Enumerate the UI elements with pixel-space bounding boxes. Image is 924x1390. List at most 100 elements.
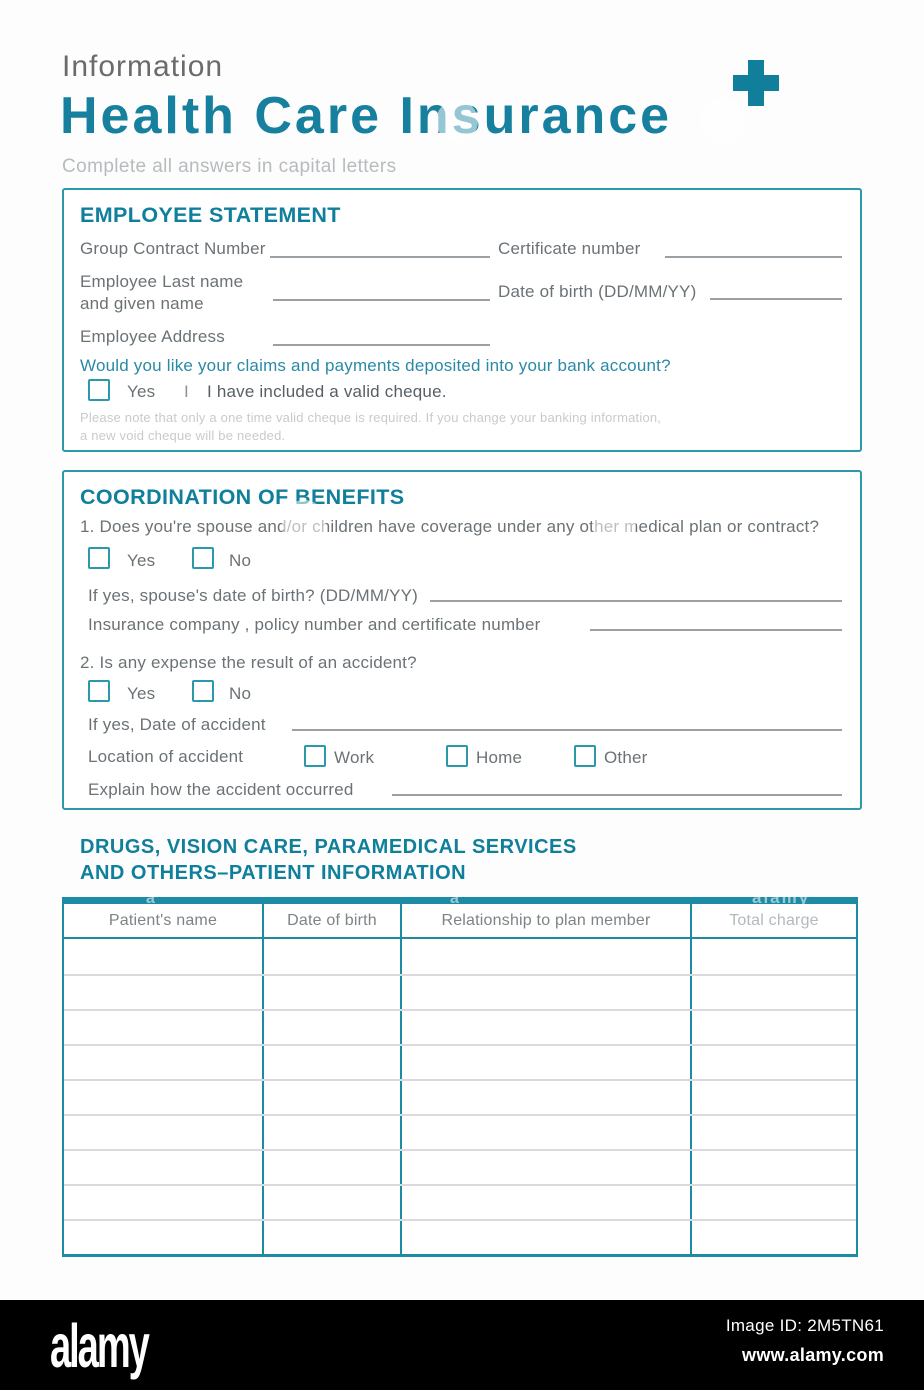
column-header-relationship: Relationship to plan member — [402, 904, 692, 937]
patient-table-cell[interactable] — [692, 1046, 856, 1079]
patient-table-cell[interactable] — [64, 1151, 264, 1184]
group-contract-label: Group Contract Number — [80, 239, 266, 258]
certificate-number-field-line[interactable] — [665, 256, 842, 258]
employee-name-label-line1: Employee Last name — [80, 272, 244, 291]
medical-plus-icon — [733, 60, 779, 106]
patient-table-cell[interactable] — [402, 1186, 692, 1219]
patient-table-cell[interactable] — [264, 1221, 402, 1254]
patient-table-cell[interactable] — [402, 939, 692, 974]
bank-yes-label: Yes — [127, 382, 156, 401]
location-home-label: Home — [476, 748, 523, 767]
patient-table-row — [64, 939, 856, 974]
insurance-company-label: Insurance company , policy number and ce… — [88, 615, 541, 634]
accident-yes-checkbox[interactable] — [88, 680, 110, 702]
patient-table-body — [64, 939, 856, 1254]
coverage-yes-checkbox[interactable] — [88, 547, 110, 569]
bank-yes-checkbox[interactable] — [88, 379, 110, 401]
employee-address-label: Employee Address — [80, 327, 225, 346]
patient-table-cell[interactable] — [64, 1221, 264, 1254]
date-of-birth-label: Date of birth (DD/MM/YY) — [498, 282, 697, 301]
patient-table-row — [64, 1079, 856, 1114]
patient-table-cell[interactable] — [402, 1046, 692, 1079]
valid-cheque-statement: I have included a valid cheque. — [207, 382, 447, 401]
form-eyebrow: Information — [62, 50, 224, 83]
accident-date-label: If yes, Date of accident — [88, 715, 266, 734]
patient-table-cell[interactable] — [692, 1151, 856, 1184]
patient-table-cell[interactable] — [692, 976, 856, 1009]
patient-table-row — [64, 1009, 856, 1044]
patient-table-cell[interactable] — [692, 939, 856, 974]
patient-table-cell[interactable] — [64, 1116, 264, 1149]
column-header-patient-name: Patient's name — [64, 904, 264, 937]
patient-table-cell[interactable] — [402, 1151, 692, 1184]
accident-location-label: Location of accident — [88, 747, 244, 766]
patient-table-cell[interactable] — [264, 1046, 402, 1079]
patient-table-cell[interactable] — [64, 1046, 264, 1079]
patient-table-cell[interactable] — [402, 1081, 692, 1114]
accident-date-field-line[interactable] — [292, 729, 842, 731]
column-header-total-charge: Total charge — [729, 911, 819, 929]
patient-table-cell[interactable] — [264, 1081, 402, 1114]
bank-deposit-question: Would you like your claims and payments … — [80, 356, 671, 375]
patient-table-cell[interactable] — [64, 939, 264, 974]
date-of-birth-field-line[interactable] — [710, 298, 842, 300]
accident-no-label: No — [229, 684, 252, 703]
patient-table-cell[interactable] — [64, 1011, 264, 1044]
patient-table-row — [64, 1149, 856, 1184]
location-work-label: Work — [334, 748, 375, 767]
cheque-note-line2: a new void cheque will be needed. — [80, 428, 286, 443]
patient-information-table: Patient's name Date of birth Relationshi… — [62, 897, 858, 1257]
coverage-yes-label: Yes — [127, 551, 156, 570]
employee-name-field-line[interactable] — [273, 299, 490, 301]
patient-table-cell[interactable] — [692, 1011, 856, 1044]
coverage-no-label: No — [229, 551, 252, 570]
patient-table-cell[interactable] — [64, 976, 264, 1009]
patient-section-heading-line2: AND OTHERS–PATIENT INFORMATION — [80, 862, 467, 884]
explain-accident-label: Explain how the accident occurred — [88, 780, 354, 799]
location-other-checkbox[interactable] — [574, 745, 596, 767]
patient-table-cell[interactable] — [692, 1221, 856, 1254]
form-instructions: Complete all answers in capital letters — [62, 156, 397, 177]
coverage-question: 1. Does you're spouse and/or children ha… — [80, 517, 820, 536]
patient-table-cell[interactable] — [402, 1221, 692, 1254]
patient-table-cell[interactable] — [64, 1186, 264, 1219]
certificate-number-label: Certificate number — [498, 239, 641, 258]
coordination-heading: COORDINATION OF BENEFITS — [80, 485, 405, 509]
patient-table-cell[interactable] — [264, 976, 402, 1009]
patient-table-cell[interactable] — [264, 939, 402, 974]
location-work-checkbox[interactable] — [304, 745, 326, 767]
patient-table-cell[interactable] — [402, 976, 692, 1009]
coverage-no-checkbox[interactable] — [192, 547, 214, 569]
group-contract-field-line[interactable] — [270, 256, 490, 258]
stock-photo-footer: alamy Image ID: 2M5TN61 www.alamy.com — [0, 1300, 924, 1390]
patient-table-row — [64, 1219, 856, 1254]
patient-table-cell[interactable] — [692, 1186, 856, 1219]
alamy-website-link[interactable]: www.alamy.com — [742, 1345, 884, 1365]
patient-table-cell[interactable] — [402, 1116, 692, 1149]
accident-question: 2. Is any expense the result of an accid… — [80, 653, 417, 672]
patient-table-cell[interactable] — [264, 1186, 402, 1219]
form-title: Health Care Insurance — [60, 87, 673, 145]
explain-accident-field-line[interactable] — [392, 794, 842, 796]
patient-table-cell[interactable] — [402, 1011, 692, 1044]
employee-address-field-line[interactable] — [273, 344, 490, 346]
employee-statement-heading: EMPLOYEE STATEMENT — [80, 203, 341, 227]
insurance-company-field-line[interactable] — [590, 629, 842, 631]
divider-mark: I — [184, 382, 189, 401]
patient-table-cell[interactable] — [264, 1011, 402, 1044]
patient-table-row — [64, 1044, 856, 1079]
patient-table-cell[interactable] — [264, 1151, 402, 1184]
patient-table-row — [64, 974, 856, 1009]
location-home-checkbox[interactable] — [446, 745, 468, 767]
patient-section-heading-line1: DRUGS, VISION CARE, PARAMEDICAL SERVICES — [80, 836, 577, 858]
patient-table-cell[interactable] — [264, 1116, 402, 1149]
patient-table-cell[interactable] — [64, 1081, 264, 1114]
spouse-dob-field-line[interactable] — [430, 600, 842, 602]
patient-table-row — [64, 1184, 856, 1219]
patient-table-cell[interactable] — [692, 1081, 856, 1114]
patient-table-cell[interactable] — [692, 1116, 856, 1149]
accident-no-checkbox[interactable] — [192, 680, 214, 702]
column-header-date-of-birth: Date of birth — [264, 904, 402, 937]
employee-name-label-line2: and given name — [80, 294, 204, 313]
